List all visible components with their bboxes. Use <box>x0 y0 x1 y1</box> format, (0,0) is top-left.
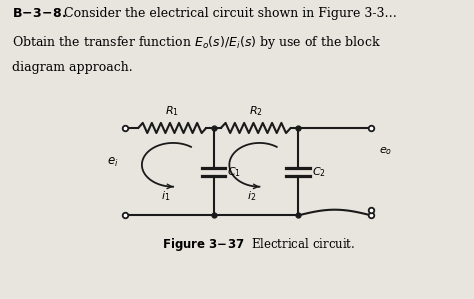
Text: $\mathbf{Figure\ 3\!-\!37}$  Electrical circuit.: $\mathbf{Figure\ 3\!-\!37}$ Electrical c… <box>162 237 356 254</box>
Text: $C_2$: $C_2$ <box>312 165 326 179</box>
Text: $e_o$: $e_o$ <box>379 145 392 157</box>
Text: Obtain the transfer function $E_o(s)/E_i(s)$ by use of the block: Obtain the transfer function $E_o(s)/E_i… <box>12 34 381 51</box>
Text: $R_1$: $R_1$ <box>165 104 179 118</box>
Text: Consider the electrical circuit shown in Figure 3-3…: Consider the electrical circuit shown in… <box>64 7 397 20</box>
Text: diagram approach.: diagram approach. <box>12 61 132 74</box>
Text: $R_2$: $R_2$ <box>249 104 263 118</box>
Text: $C_1$: $C_1$ <box>228 165 241 179</box>
Text: $i_1$: $i_1$ <box>161 189 171 203</box>
Text: $\mathbf{B\!-\!3\!-\!8.}$: $\mathbf{B\!-\!3\!-\!8.}$ <box>12 7 67 20</box>
Text: $i_2$: $i_2$ <box>247 189 257 203</box>
Text: $e_i$: $e_i$ <box>107 156 118 169</box>
